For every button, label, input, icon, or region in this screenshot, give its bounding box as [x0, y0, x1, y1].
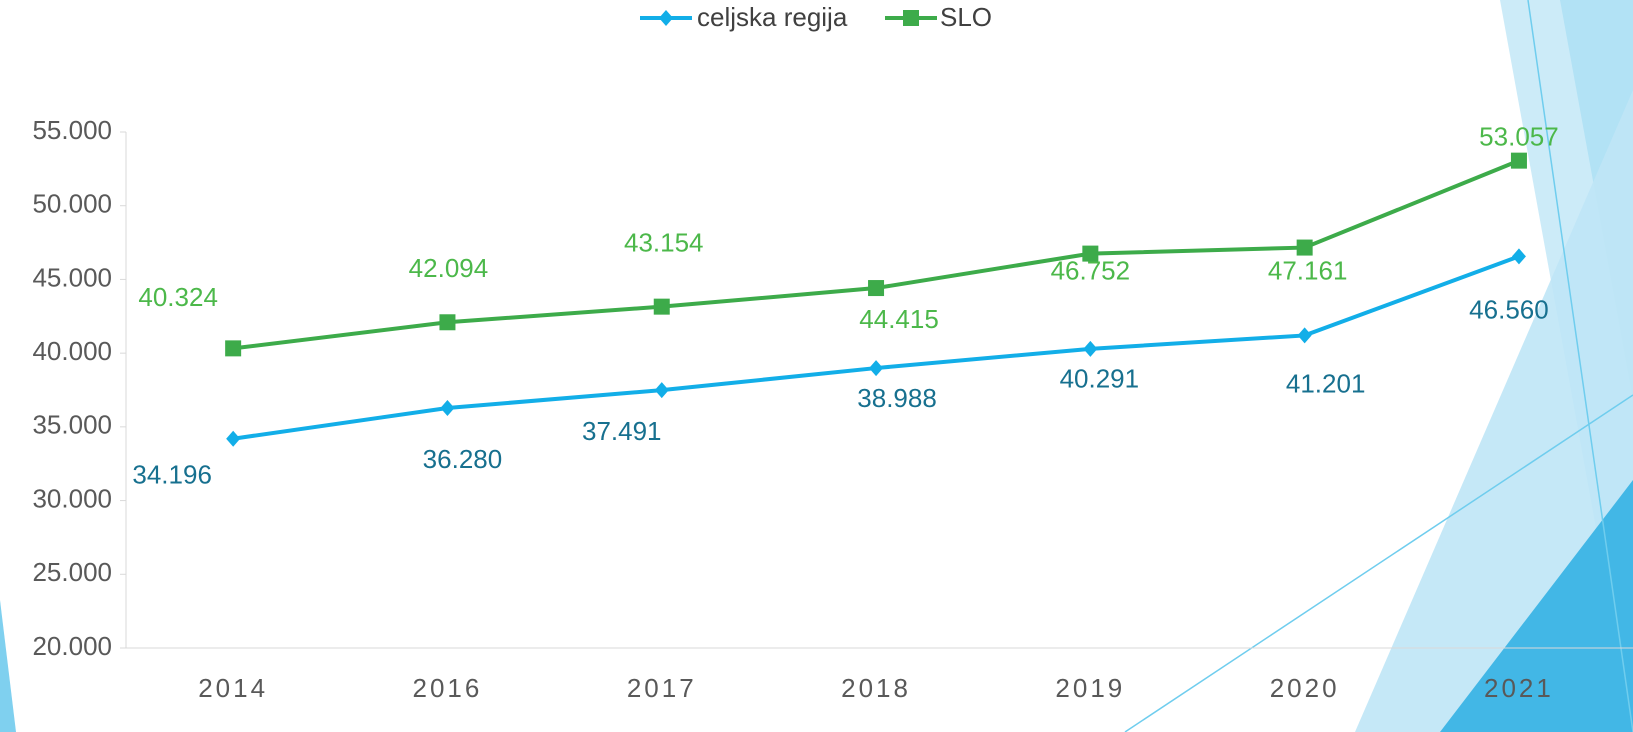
x-tick-label: 2018: [841, 673, 911, 703]
marker: [439, 314, 456, 331]
data-label: 46.752: [1051, 255, 1131, 285]
marker: [1511, 248, 1526, 265]
data-label: 36.280: [423, 444, 503, 474]
deco-line: [1124, 394, 1633, 732]
marker: [869, 360, 884, 377]
data-label: 40.324: [138, 282, 218, 312]
y-tick-label: 55.000: [32, 115, 112, 145]
marker: [868, 280, 885, 297]
marker: [1297, 327, 1312, 344]
data-label: 43.154: [624, 228, 704, 258]
data-label: 34.196: [132, 460, 212, 490]
deco-triangle: [0, 600, 16, 732]
data-label: 53.057: [1479, 122, 1559, 152]
deco-triangle: [1440, 480, 1633, 732]
data-label: 44.415: [859, 304, 939, 334]
y-tick-label: 30.000: [32, 483, 112, 513]
data-label: 47.161: [1268, 255, 1348, 285]
x-tick-label: 2020: [1270, 673, 1340, 703]
y-tick-label: 40.000: [32, 336, 112, 366]
marker: [1083, 340, 1098, 357]
marker: [653, 298, 670, 315]
marker: [1510, 152, 1527, 169]
marker: [1082, 245, 1099, 262]
marker: [440, 399, 455, 416]
data-label: 38.988: [857, 383, 937, 413]
legend-label: SLO: [940, 2, 992, 32]
marker: [226, 430, 241, 447]
y-tick-label: 50.000: [32, 189, 112, 219]
x-tick-label: 2014: [198, 673, 268, 703]
y-tick-label: 45.000: [32, 262, 112, 292]
legend-marker: [659, 10, 673, 26]
y-tick-label: 35.000: [32, 410, 112, 440]
deco-line: [1527, 0, 1633, 732]
data-label: 42.094: [409, 253, 489, 283]
legend-label: celjska regija: [697, 2, 848, 32]
x-tick-label: 2016: [413, 673, 483, 703]
marker: [1296, 239, 1313, 256]
x-tick-label: 2019: [1055, 673, 1125, 703]
x-tick-label: 2017: [627, 673, 697, 703]
data-label: 37.491: [582, 416, 662, 446]
marker: [654, 382, 669, 399]
x-tick-label: 2021: [1484, 673, 1554, 703]
data-label: 41.201: [1286, 368, 1366, 398]
y-tick-label: 25.000: [32, 557, 112, 587]
legend-marker: [903, 10, 919, 26]
data-label: 40.291: [1060, 364, 1140, 394]
y-tick-label: 20.000: [32, 631, 112, 661]
data-label: 46.560: [1469, 294, 1549, 324]
marker: [225, 340, 242, 357]
